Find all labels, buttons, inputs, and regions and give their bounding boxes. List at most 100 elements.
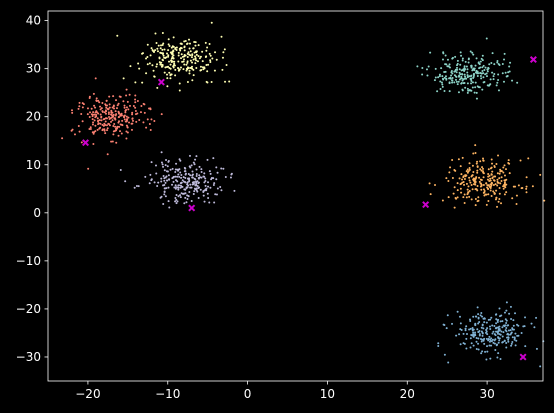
data-point-cluster-4 [443,71,445,73]
data-point-cluster-4 [447,59,449,61]
data-point-cluster-1 [184,46,186,48]
data-point-cluster-6 [464,343,466,345]
data-point-cluster-5 [474,144,476,146]
data-point-cluster-5 [445,177,447,179]
data-point-cluster-5 [516,195,518,197]
data-point-cluster-5 [483,176,485,178]
data-point-cluster-5 [463,184,465,186]
data-point-cluster-1 [183,63,185,65]
data-point-cluster-2 [80,113,82,115]
data-point-cluster-1 [209,59,211,61]
data-point-cluster-2 [108,116,110,118]
data-point-cluster-2 [135,113,137,115]
data-point-cluster-6 [458,333,460,335]
data-point-cluster-2 [101,119,103,121]
data-point-cluster-6 [495,322,497,324]
data-point-cluster-6 [505,342,507,344]
y-tick-label: −30 [16,350,41,364]
data-point-cluster-2 [106,129,108,131]
data-point-cluster-3 [184,192,186,194]
data-point-cluster-1 [179,90,181,92]
data-point-cluster-4 [466,65,468,67]
data-point-cluster-1 [209,53,211,55]
data-point-cluster-1 [166,85,168,87]
data-point-cluster-5 [460,165,462,167]
data-point-cluster-1 [195,57,197,59]
data-point-cluster-2 [129,94,131,96]
data-point-cluster-5 [457,189,459,191]
data-point-cluster-2 [106,100,108,102]
data-point-cluster-5 [467,185,469,187]
data-point-cluster-2 [134,101,136,103]
data-point-cluster-6 [524,345,526,347]
data-point-cluster-3 [175,184,177,186]
data-point-cluster-3 [203,172,205,174]
data-point-cluster-2 [82,102,84,104]
data-point-cluster-3 [196,191,198,193]
data-point-cluster-5 [454,186,456,188]
data-point-cluster-5 [483,191,485,193]
data-point-cluster-2 [124,105,126,107]
data-point-cluster-5 [457,182,459,184]
data-point-cluster-1 [183,55,185,57]
data-point-cluster-5 [532,185,534,187]
data-point-cluster-5 [476,161,478,163]
data-point-cluster-2 [92,118,94,120]
data-point-cluster-2 [124,114,126,116]
data-point-cluster-4 [451,58,453,60]
data-point-cluster-3 [165,195,167,197]
data-point-cluster-3 [207,186,209,188]
data-point-cluster-3 [213,184,215,186]
data-point-cluster-5 [472,188,474,190]
centroid-marker [520,354,526,360]
data-point-cluster-5 [487,188,489,190]
data-point-cluster-6 [477,343,479,345]
data-point-cluster-2 [135,110,137,112]
data-point-cluster-2 [125,95,127,97]
data-point-cluster-2 [161,113,163,115]
data-point-cluster-5 [498,198,500,200]
data-point-cluster-6 [504,340,506,342]
data-point-cluster-6 [505,330,507,332]
data-point-cluster-2 [114,130,116,132]
data-point-cluster-1 [170,64,172,66]
data-point-cluster-1 [162,32,164,34]
data-point-cluster-3 [180,196,182,198]
data-point-cluster-3 [214,193,216,195]
data-point-cluster-4 [441,81,443,83]
data-point-cluster-4 [459,64,461,66]
data-point-cluster-5 [505,168,507,170]
data-point-cluster-5 [507,162,509,164]
data-point-cluster-1 [187,51,189,53]
data-point-cluster-1 [186,62,188,64]
data-point-cluster-3 [178,168,180,170]
data-point-cluster-1 [156,87,158,89]
data-point-cluster-4 [479,86,481,88]
data-point-cluster-1 [145,57,147,59]
data-point-cluster-5 [492,190,494,192]
data-point-cluster-6 [476,328,478,330]
data-point-cluster-1 [185,40,187,42]
data-point-cluster-6 [505,327,507,329]
data-point-cluster-3 [151,161,153,163]
data-point-cluster-5 [483,184,485,186]
data-point-cluster-3 [220,167,222,169]
data-point-cluster-4 [486,75,488,77]
data-point-cluster-1 [200,66,202,68]
data-point-cluster-2 [119,130,121,132]
data-point-cluster-2 [104,111,106,113]
data-point-cluster-1 [151,47,153,49]
data-point-cluster-1 [156,48,158,50]
data-point-cluster-3 [220,189,222,191]
data-point-cluster-2 [90,128,92,130]
data-point-cluster-6 [478,331,480,333]
data-point-cluster-2 [105,113,107,115]
data-point-cluster-4 [476,57,478,59]
data-point-cluster-1 [172,57,174,59]
data-point-cluster-5 [526,191,528,193]
data-point-cluster-4 [462,80,464,82]
data-point-cluster-1 [180,43,182,45]
data-point-cluster-5 [471,184,473,186]
